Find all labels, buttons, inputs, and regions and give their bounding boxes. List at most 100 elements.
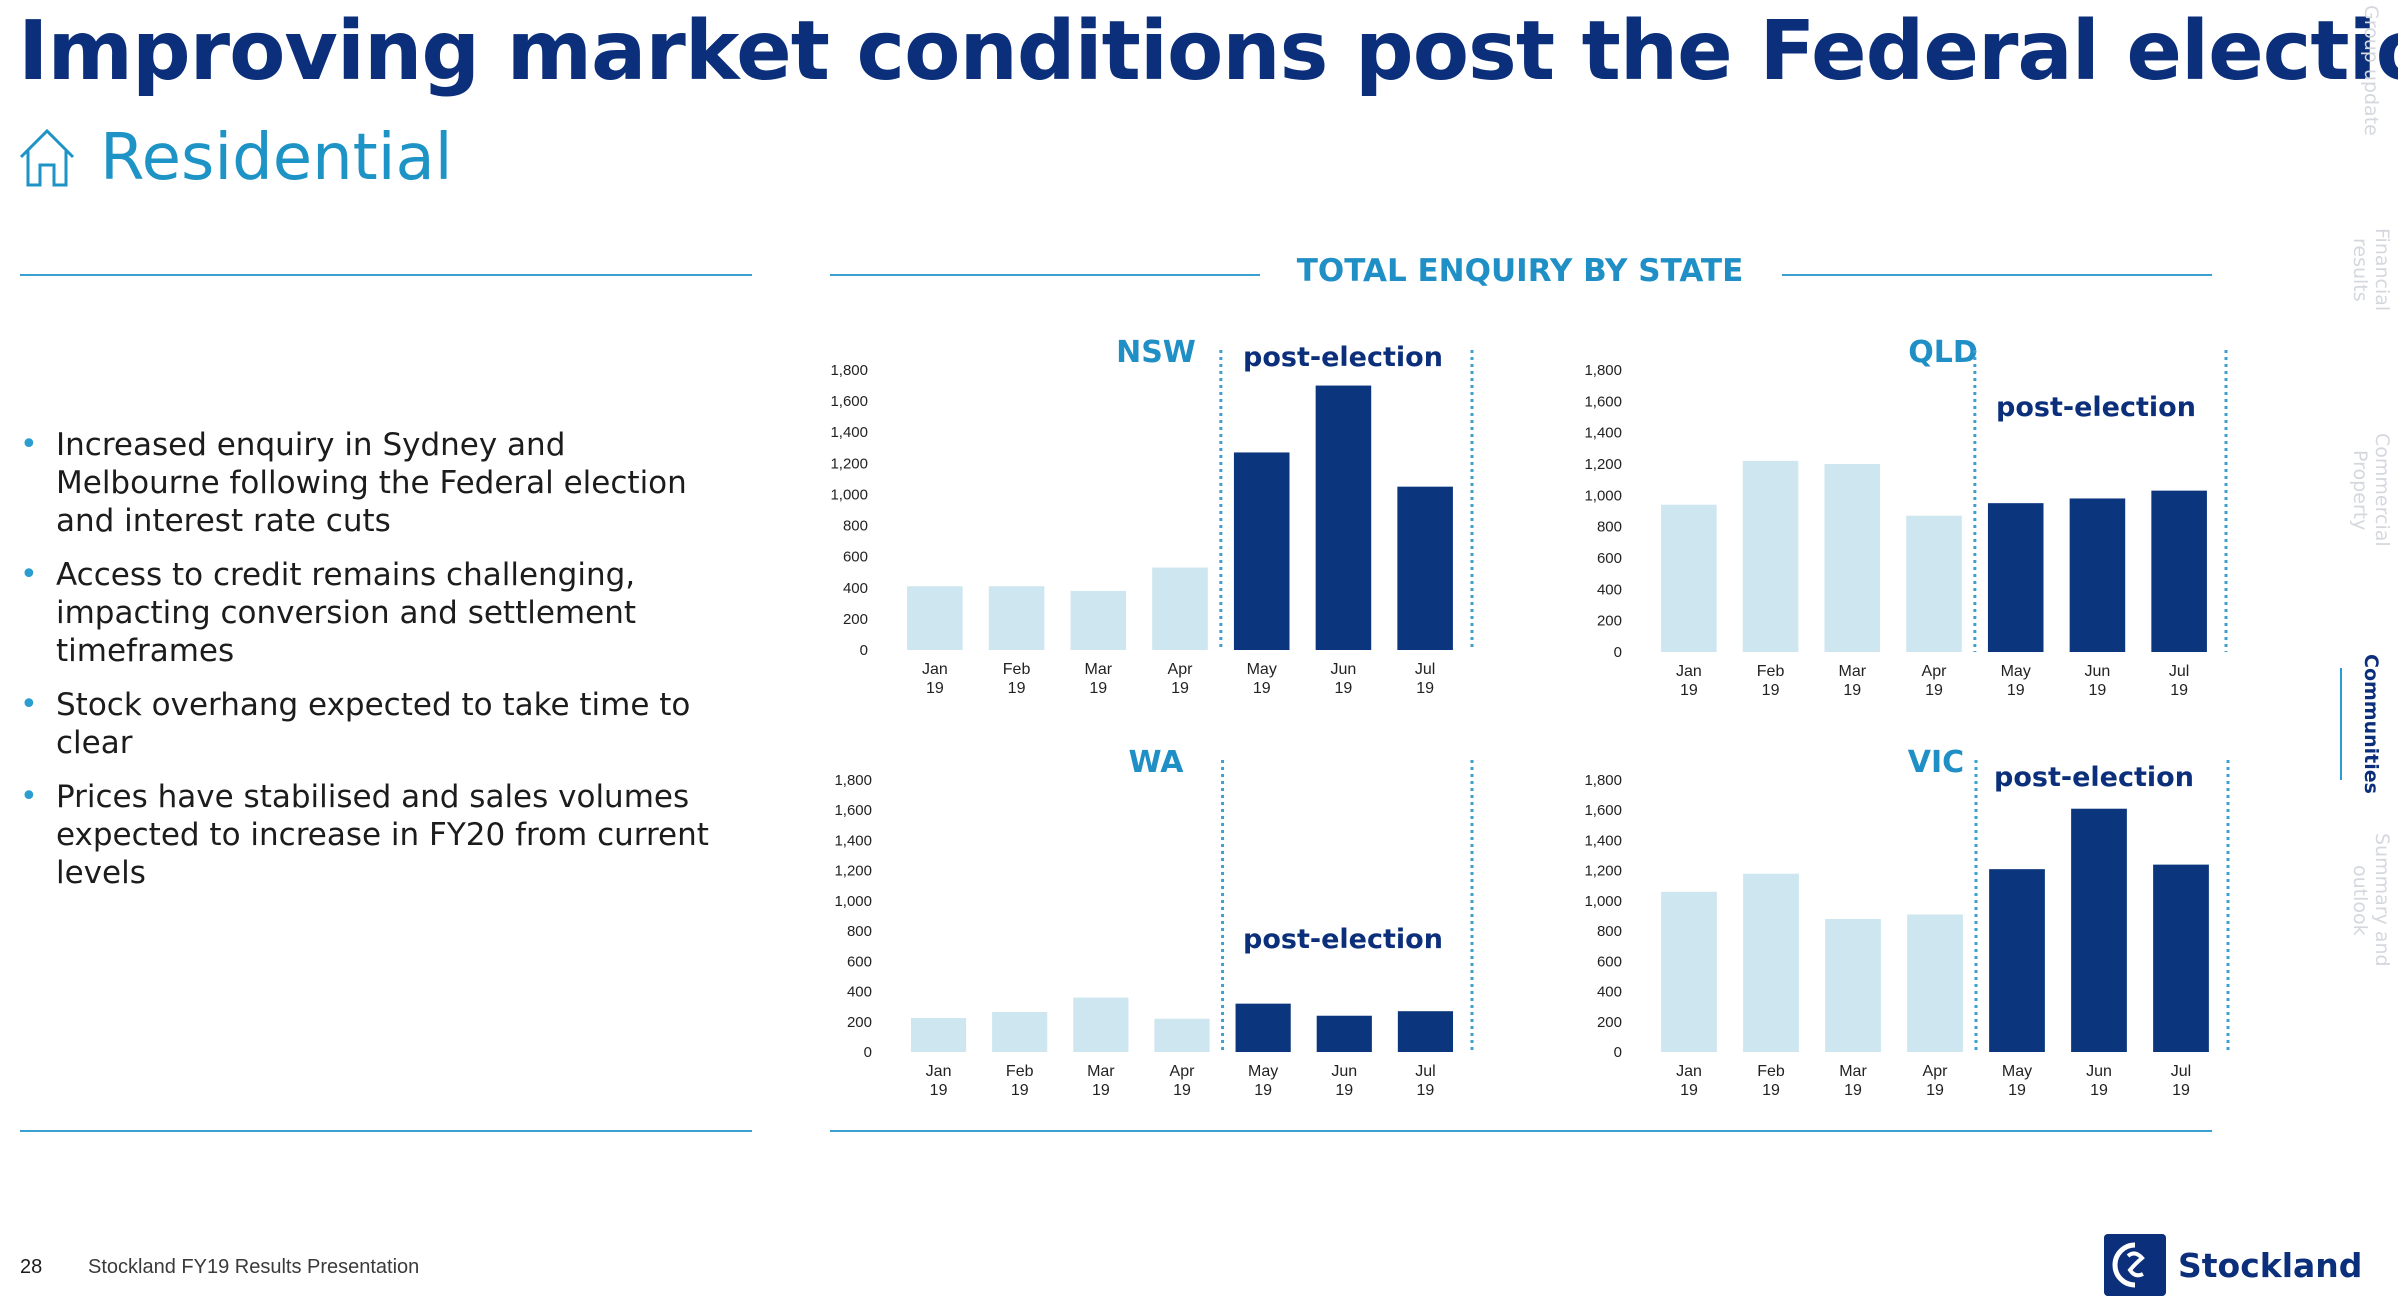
bar-vic-jun-19 xyxy=(2071,808,2127,1052)
y-tick-label-nsw: 600 xyxy=(843,549,868,566)
x-tick-label-nsw: Jan 19 xyxy=(922,661,948,697)
y-tick-label-vic: 200 xyxy=(1597,1014,1622,1031)
brand-logo: Stockland xyxy=(2104,1234,2362,1296)
chart-heading-rule-left xyxy=(830,274,1260,276)
y-tick-label-nsw: 1,600 xyxy=(830,393,868,410)
y-tick-label-wa: 600 xyxy=(847,953,872,970)
y-tick-label-nsw: 0 xyxy=(860,642,868,659)
bar-qld-apr-19 xyxy=(1906,515,1962,652)
bar-qld-mar-19 xyxy=(1824,464,1881,652)
bar-vic-mar-19 xyxy=(1825,919,1881,1052)
post-election-label-wa: post-election xyxy=(1243,924,1443,955)
footer-text: Stockland FY19 Results Presentation xyxy=(88,1256,420,1278)
post-election-label-nsw: post-election xyxy=(1243,342,1443,373)
y-tick-label-nsw: 1,800 xyxy=(830,362,868,379)
x-tick-label-nsw: Apr 19 xyxy=(1168,661,1194,697)
nav-commercial-property[interactable]: Commercial Property xyxy=(2349,433,2393,547)
x-tick-label-wa: Apr 19 xyxy=(1170,1063,1196,1099)
y-tick-label-wa: 1,000 xyxy=(834,893,872,910)
post-election-label-qld: post-election xyxy=(1996,392,2196,423)
bar-wa-feb-19 xyxy=(992,1011,1048,1052)
x-tick-label-vic: Jul 19 xyxy=(2171,1063,2191,1099)
y-tick-label-wa: 1,400 xyxy=(834,832,872,849)
y-tick-label-vic: 1,400 xyxy=(1584,832,1622,849)
y-tick-label-vic: 1,000 xyxy=(1584,893,1622,910)
nav-communities[interactable]: Communities xyxy=(2340,654,2398,794)
x-tick-label-wa: Jul 19 xyxy=(1415,1063,1435,1099)
right-bottom-divider xyxy=(830,1130,2212,1132)
bar-qld-jan-19 xyxy=(1661,504,1717,652)
y-tick-label-qld: 0 xyxy=(1614,644,1622,661)
x-tick-label-qld: Jun 19 xyxy=(2085,663,2111,699)
y-tick-label-nsw: 1,200 xyxy=(830,455,868,472)
y-tick-label-wa: 1,200 xyxy=(834,863,872,880)
bar-vic-jan-19 xyxy=(1661,891,1717,1052)
x-tick-label-nsw: Feb 19 xyxy=(1003,661,1031,697)
bar-wa-jul-19 xyxy=(1397,1011,1454,1052)
x-tick-label-qld: May 19 xyxy=(2001,663,2031,699)
bar-vic-may-19 xyxy=(1989,869,2045,1052)
bar-nsw-mar-19 xyxy=(1070,590,1127,650)
bullet-item: Prices have stabilised and sales volumes… xyxy=(18,778,738,892)
y-tick-label-qld: 800 xyxy=(1597,519,1622,536)
x-tick-label-qld: Jan 19 xyxy=(1676,663,1702,699)
x-tick-label-qld: Mar 19 xyxy=(1839,663,1867,699)
bullet-item: Increased enquiry in Sydney and Melbourn… xyxy=(18,426,738,540)
stockland-logo-icon xyxy=(2104,1234,2166,1296)
house-icon xyxy=(19,128,75,187)
section-header: Residential xyxy=(18,118,453,198)
bullet-item: Stock overhang expected to take time to … xyxy=(18,686,738,762)
brand-name: Stockland xyxy=(2178,1245,2363,1285)
y-tick-label-vic: 1,600 xyxy=(1584,802,1622,819)
side-nav: Group update Financial results Commercia… xyxy=(2340,0,2398,1000)
y-tick-label-qld: 1,400 xyxy=(1584,425,1622,442)
bar-wa-may-19 xyxy=(1235,1003,1291,1052)
x-tick-label-nsw: May 19 xyxy=(1247,661,1277,697)
y-tick-label-wa: 400 xyxy=(847,984,872,1001)
x-tick-label-qld: Apr 19 xyxy=(1922,663,1948,699)
chart-title-wa: WA xyxy=(1129,745,1185,780)
bar-nsw-jul-19 xyxy=(1397,486,1453,650)
bar-qld-feb-19 xyxy=(1742,460,1799,652)
nav-summary-outlook[interactable]: Summary and outlook xyxy=(2349,833,2393,967)
bar-nsw-jun-19 xyxy=(1315,385,1372,650)
y-tick-label-nsw: 400 xyxy=(843,580,868,597)
y-tick-label-vic: 1,800 xyxy=(1584,772,1622,789)
y-tick-label-qld: 1,000 xyxy=(1584,487,1622,504)
y-tick-label-qld: 400 xyxy=(1597,581,1622,598)
page-title: Improving market conditions post the Fed… xyxy=(18,4,2398,99)
bar-wa-jan-19 xyxy=(910,1018,967,1052)
y-tick-label-qld: 1,200 xyxy=(1584,456,1622,473)
bar-wa-mar-19 xyxy=(1073,997,1129,1052)
y-tick-label-vic: 600 xyxy=(1597,953,1622,970)
y-tick-label-wa: 1,600 xyxy=(834,802,872,819)
x-tick-label-wa: Mar 19 xyxy=(1087,1063,1115,1099)
x-tick-label-wa: Feb 19 xyxy=(1006,1063,1034,1099)
post-election-label-vic: post-election xyxy=(1994,762,2194,793)
x-tick-label-wa: Jan 19 xyxy=(926,1063,952,1099)
y-tick-label-qld: 600 xyxy=(1597,550,1622,567)
nav-financial-results[interactable]: Financial results xyxy=(2349,228,2393,312)
bullet-list: Increased enquiry in Sydney and Melbourn… xyxy=(18,426,738,908)
bar-nsw-may-19 xyxy=(1233,452,1290,650)
bar-qld-jul-19 xyxy=(2151,490,2207,652)
x-tick-label-nsw: Jul 19 xyxy=(1415,661,1435,697)
section-label: Residential xyxy=(100,121,453,195)
chart-title-nsw: NSW xyxy=(1116,335,1196,370)
x-tick-label-wa: Jun 19 xyxy=(1331,1063,1357,1099)
y-tick-label-nsw: 1,000 xyxy=(830,486,868,503)
x-tick-label-qld: Feb 19 xyxy=(1757,663,1785,699)
y-tick-label-qld: 1,600 xyxy=(1584,393,1622,410)
bar-wa-jun-19 xyxy=(1316,1015,1372,1052)
y-tick-label-nsw: 1,400 xyxy=(830,424,868,441)
bullet-item: Access to credit remains challenging, im… xyxy=(18,556,738,670)
y-tick-label-qld: 1,800 xyxy=(1584,362,1622,379)
x-tick-label-nsw: Mar 19 xyxy=(1085,661,1113,697)
y-tick-label-vic: 0 xyxy=(1614,1044,1622,1061)
y-tick-label-vic: 1,200 xyxy=(1584,863,1622,880)
chart-title-vic: VIC xyxy=(1908,745,1964,780)
chart-heading: TOTAL ENQUIRY BY STATE xyxy=(1296,253,1744,289)
chart-heading-rule-right xyxy=(1782,274,2212,276)
nav-group-update[interactable]: Group update xyxy=(2360,4,2382,136)
bar-vic-apr-19 xyxy=(1907,914,1963,1052)
